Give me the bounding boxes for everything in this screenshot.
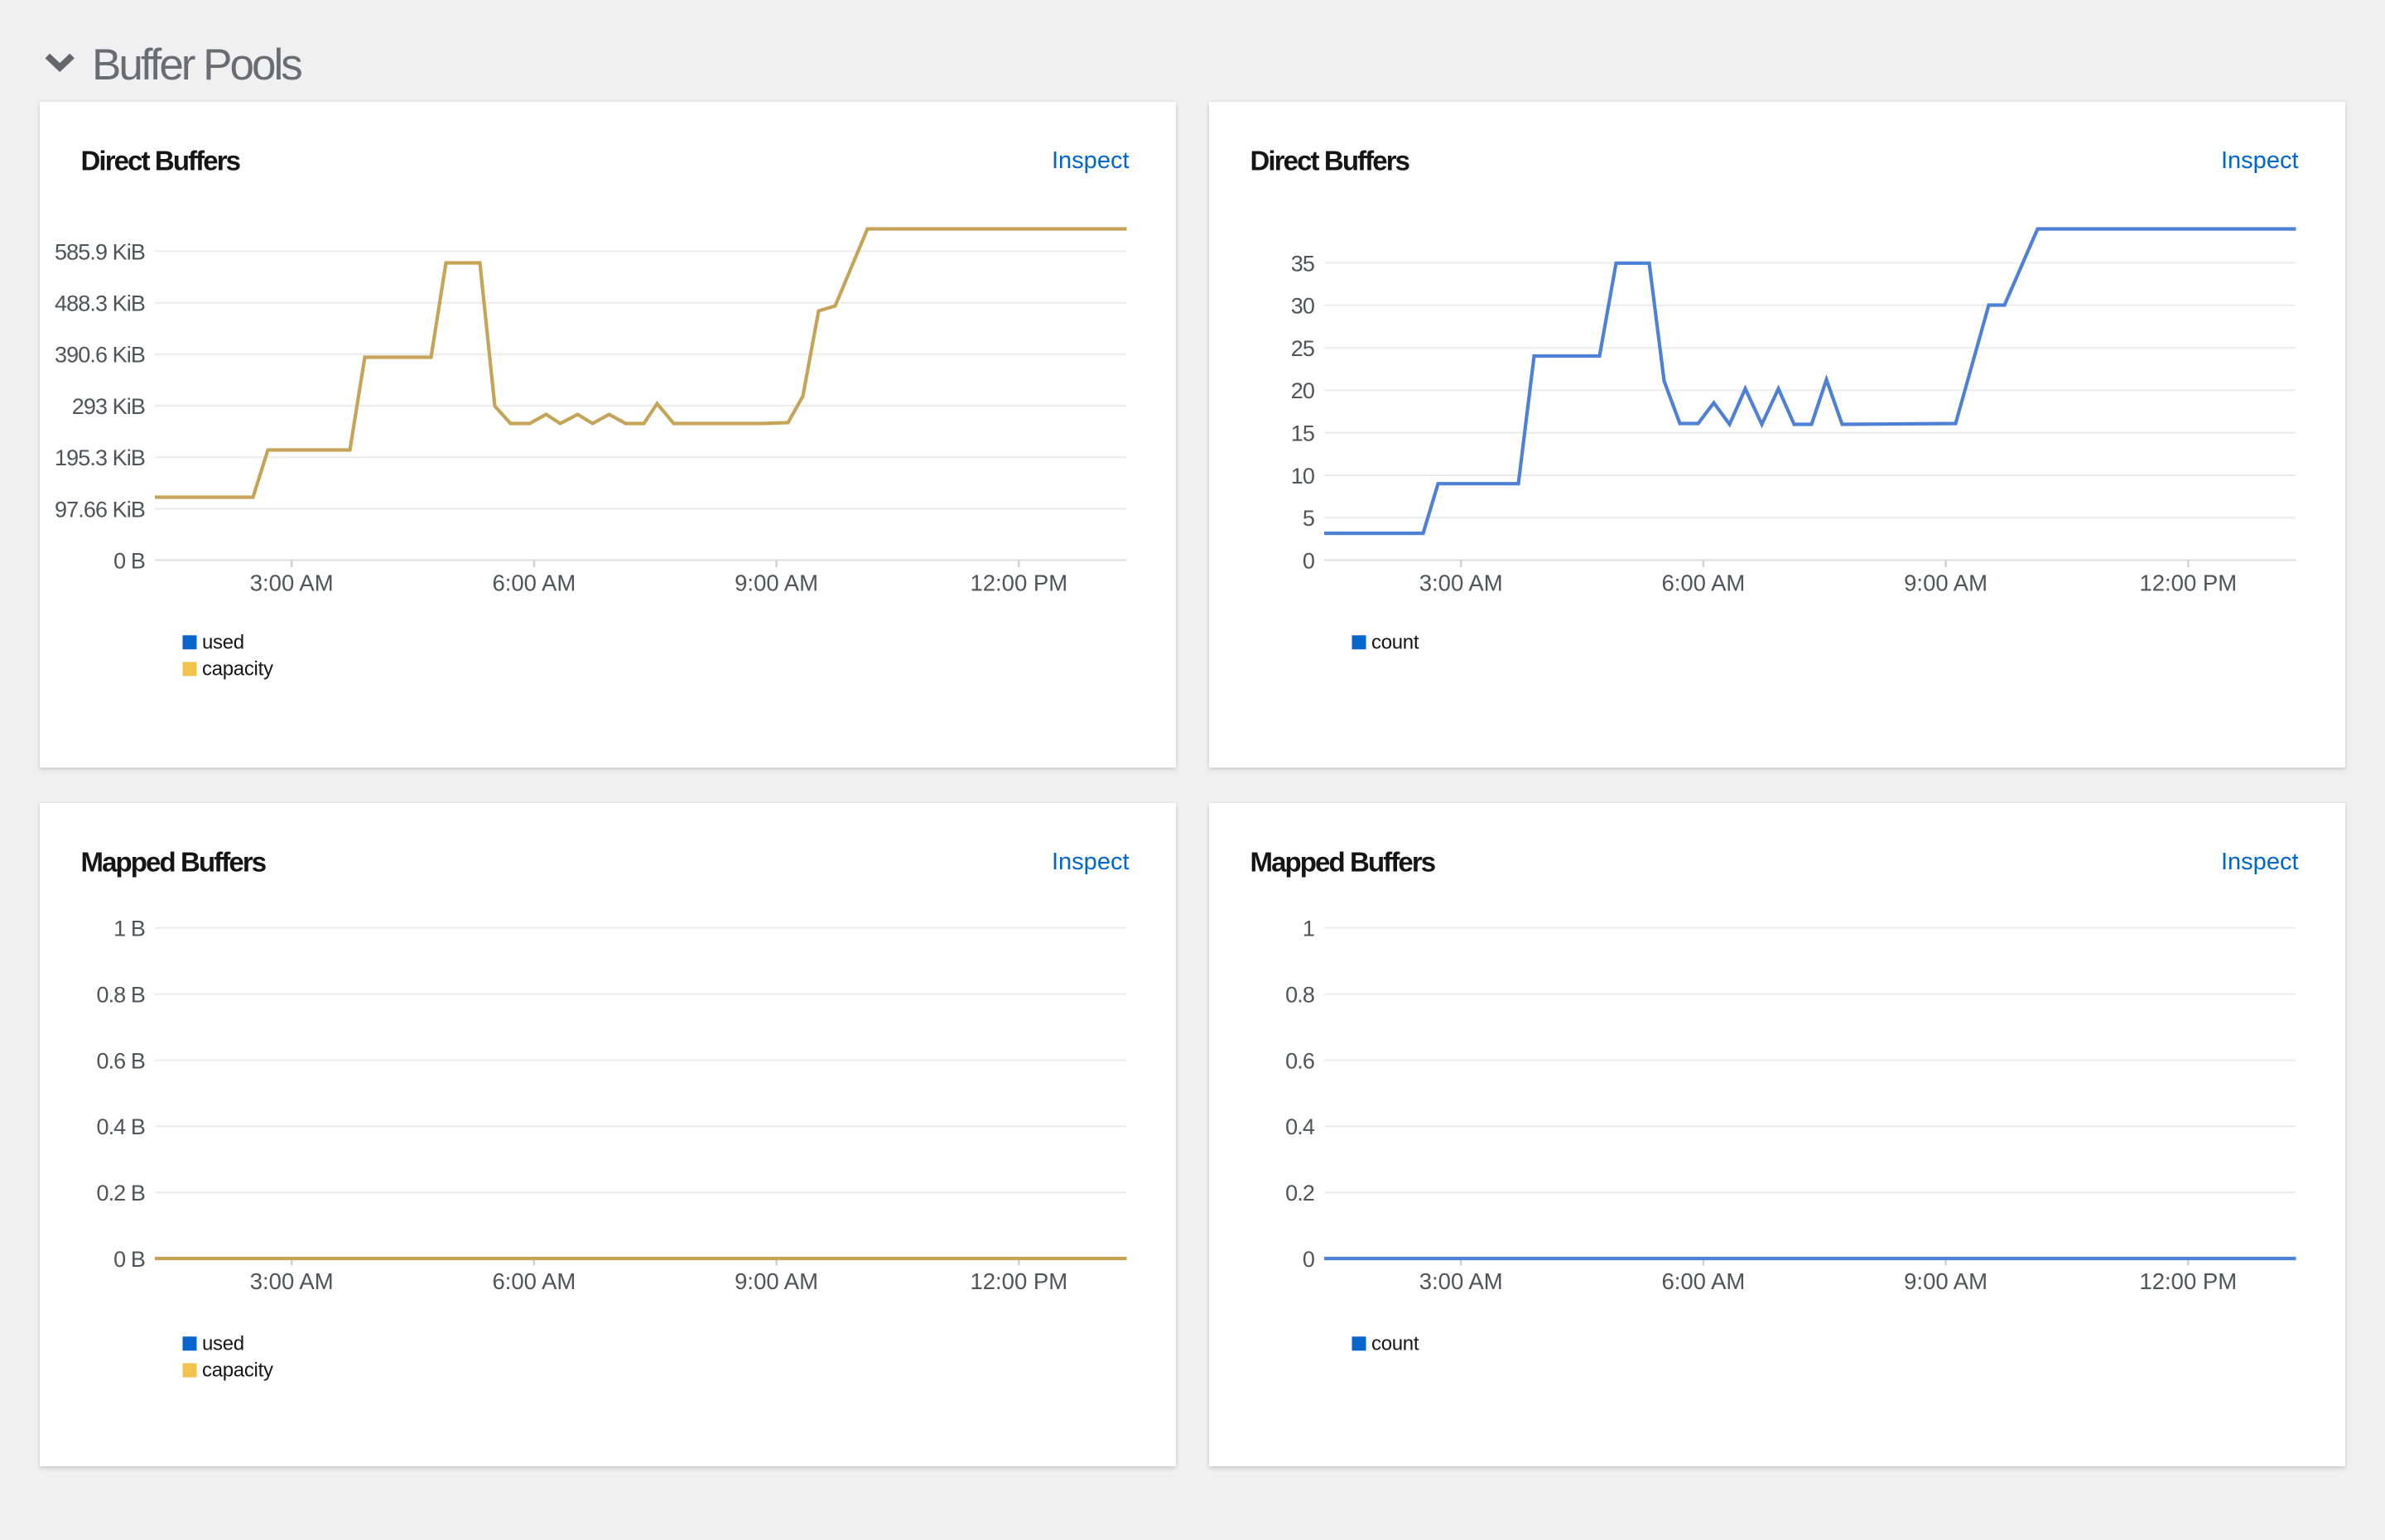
- svg-text:35: 35: [1290, 251, 1313, 276]
- svg-text:12:00 PM: 12:00 PM: [970, 570, 1067, 595]
- svg-text:3:00 AM: 3:00 AM: [1419, 1268, 1502, 1294]
- svg-text:Buffer Pools: Buffer Pools: [92, 41, 301, 89]
- svg-text:capacity: capacity: [202, 1359, 273, 1381]
- svg-text:6:00 AM: 6:00 AM: [492, 570, 576, 595]
- svg-text:Inspect: Inspect: [2221, 849, 2299, 875]
- svg-text:10: 10: [1290, 463, 1313, 488]
- svg-text:195.3 KiB: 195.3 KiB: [55, 445, 145, 470]
- svg-text:0: 0: [1302, 548, 1313, 573]
- svg-text:0.4 B: 0.4 B: [96, 1114, 145, 1139]
- svg-text:6:00 AM: 6:00 AM: [1661, 570, 1745, 595]
- svg-text:Direct Buffers: Direct Buffers: [80, 145, 239, 176]
- svg-text:3:00 AM: 3:00 AM: [249, 1268, 333, 1294]
- svg-text:Inspect: Inspect: [1052, 849, 1130, 875]
- svg-text:Mapped Buffers: Mapped Buffers: [1250, 846, 1434, 877]
- svg-text:capacity: capacity: [202, 657, 273, 680]
- svg-text:used: used: [202, 631, 244, 653]
- svg-text:20: 20: [1290, 378, 1313, 403]
- svg-text:390.6 KiB: 390.6 KiB: [55, 342, 145, 367]
- svg-text:9:00 AM: 9:00 AM: [1904, 570, 1988, 595]
- svg-text:293 KiB: 293 KiB: [71, 393, 144, 418]
- svg-text:9:00 AM: 9:00 AM: [735, 570, 818, 595]
- svg-text:15: 15: [1290, 421, 1313, 445]
- svg-text:used: used: [202, 1332, 244, 1355]
- svg-text:9:00 AM: 9:00 AM: [735, 1268, 818, 1294]
- svg-text:Inspect: Inspect: [1052, 147, 1130, 174]
- svg-text:6:00 AM: 6:00 AM: [492, 1268, 576, 1294]
- svg-text:0.8: 0.8: [1285, 982, 1314, 1007]
- svg-text:12:00 PM: 12:00 PM: [2139, 1268, 2237, 1294]
- svg-text:25: 25: [1290, 335, 1313, 360]
- svg-text:0: 0: [1302, 1246, 1313, 1271]
- svg-text:0.8 B: 0.8 B: [96, 982, 145, 1007]
- svg-text:1: 1: [1302, 916, 1313, 941]
- svg-text:97.66 KiB: 97.66 KiB: [55, 497, 145, 522]
- svg-text:12:00 PM: 12:00 PM: [2139, 570, 2237, 595]
- svg-text:1 B: 1 B: [113, 916, 145, 941]
- svg-text:12:00 PM: 12:00 PM: [970, 1268, 1067, 1294]
- svg-text:488.3 KiB: 488.3 KiB: [55, 291, 145, 315]
- svg-text:5: 5: [1302, 506, 1313, 531]
- svg-text:9:00 AM: 9:00 AM: [1904, 1268, 1988, 1294]
- svg-text:0.2 B: 0.2 B: [96, 1181, 145, 1206]
- svg-text:Direct Buffers: Direct Buffers: [1250, 145, 1409, 176]
- svg-text:count: count: [1371, 631, 1419, 653]
- svg-text:0.6 B: 0.6 B: [96, 1048, 145, 1073]
- svg-text:0 B: 0 B: [113, 1246, 145, 1271]
- svg-text:0.2: 0.2: [1285, 1181, 1314, 1206]
- svg-text:0.6: 0.6: [1285, 1048, 1314, 1073]
- svg-text:0 B: 0 B: [113, 548, 145, 573]
- svg-text:count: count: [1371, 1332, 1419, 1355]
- svg-text:Mapped Buffers: Mapped Buffers: [80, 846, 265, 877]
- svg-text:30: 30: [1290, 293, 1313, 318]
- svg-text:3:00 AM: 3:00 AM: [249, 570, 333, 595]
- svg-text:6:00 AM: 6:00 AM: [1661, 1268, 1745, 1294]
- svg-text:585.9 KiB: 585.9 KiB: [55, 239, 145, 264]
- svg-text:0.4: 0.4: [1285, 1114, 1315, 1139]
- svg-text:Inspect: Inspect: [2221, 147, 2299, 174]
- svg-text:3:00 AM: 3:00 AM: [1419, 570, 1502, 595]
